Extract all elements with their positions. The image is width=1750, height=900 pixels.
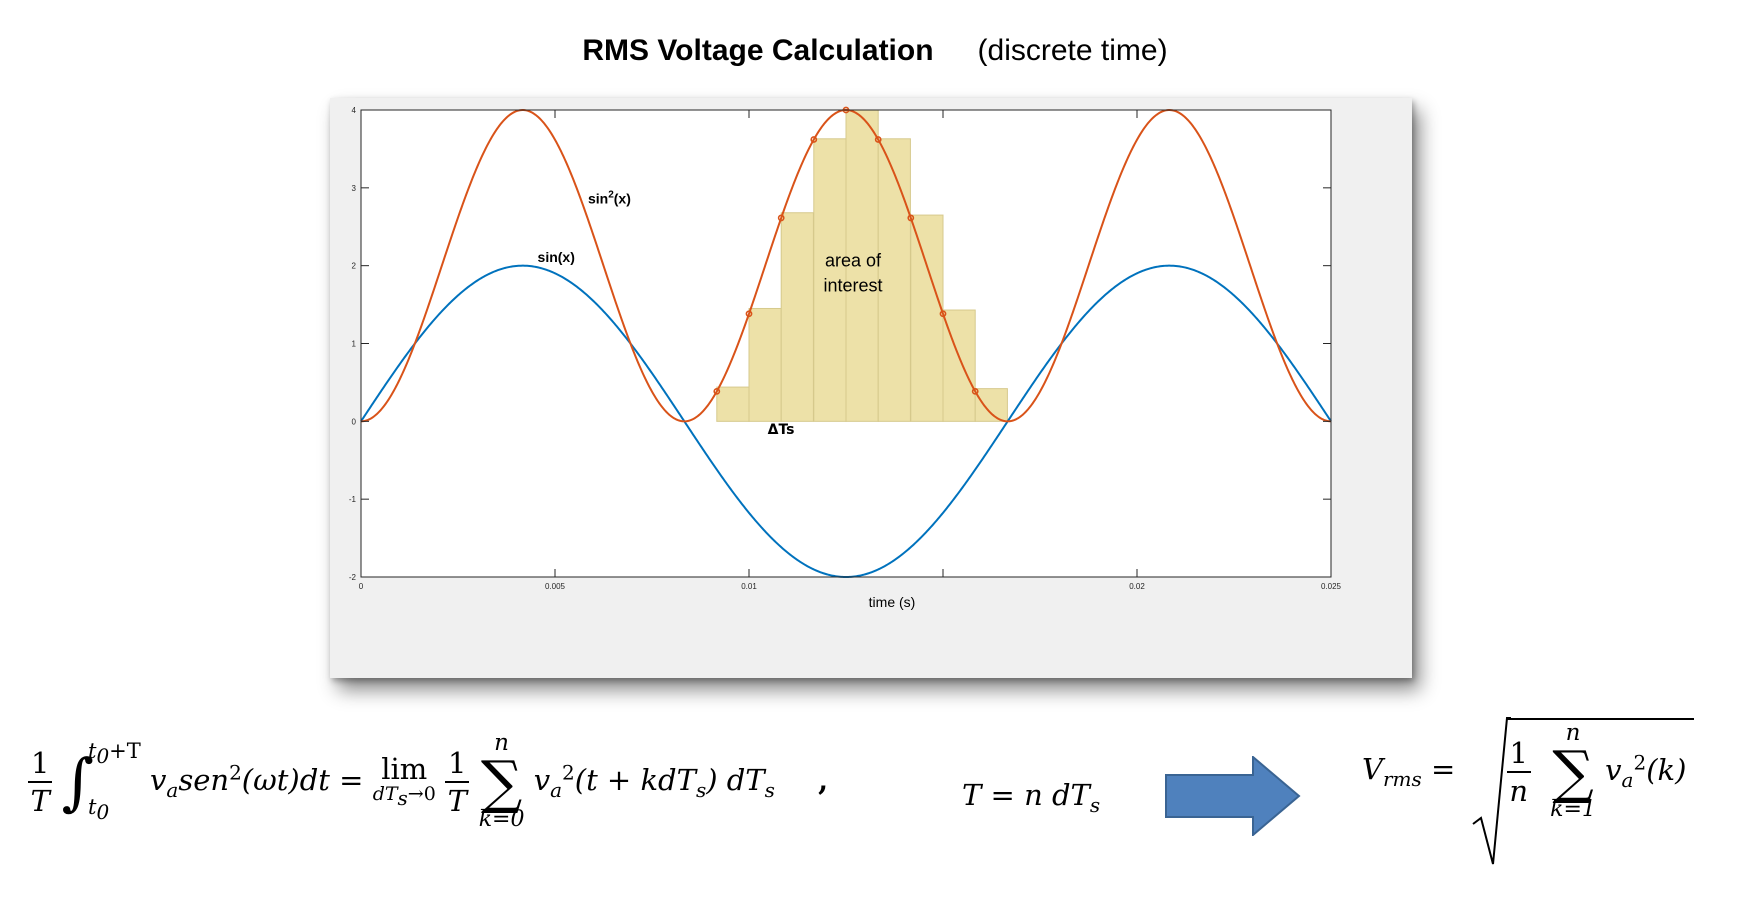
annotation-sin2: sin2(x)	[588, 189, 631, 206]
x-tick-label: 0.02	[1129, 582, 1145, 591]
sample-bar	[780, 212, 814, 422]
y-tick-label: 0	[352, 417, 357, 426]
x-tick-label: 0.01	[741, 582, 757, 591]
sample-point	[777, 214, 785, 222]
y-tick-label: 1	[352, 340, 357, 349]
equation-comma: ,	[818, 762, 829, 797]
integral-upper-limit: t0+T	[87, 739, 141, 769]
integrand: vasen2(ωt)dt =	[150, 759, 364, 802]
title-main: RMS Voltage Calculation	[582, 34, 934, 67]
summation-k1: n ∑ k=1	[1550, 720, 1596, 822]
y-tick-label: -1	[349, 495, 357, 504]
sample-bar	[974, 388, 1008, 422]
sample-point	[971, 387, 979, 395]
chart-svg: 0 0.005 0.01 0.02 0.025 -2 -1 0 1 2 3 4 time (s) sin2…	[349, 106, 1342, 610]
y-tick-label: 4	[352, 106, 357, 115]
sample-bar	[877, 138, 911, 422]
integral-lower-limit: t0	[87, 794, 110, 824]
y-tick-label: 2	[352, 262, 357, 271]
sample-bar	[748, 307, 782, 422]
sample-point	[745, 310, 753, 318]
annotation-sin: sin(x)	[538, 249, 575, 265]
x-axis-label: time (s)	[869, 594, 916, 610]
page-title: RMS Voltage Calculation (discrete time)	[0, 34, 1750, 68]
right-arrow-icon	[1165, 756, 1301, 836]
vrms-lhs: Vrms =	[1362, 752, 1456, 791]
vrms-term: va2(k)	[1605, 749, 1687, 792]
sample-bar	[813, 138, 847, 422]
summation-k0: n ∑ k=0	[478, 730, 525, 832]
sample-point	[939, 310, 947, 318]
sample-point	[810, 136, 818, 143]
annotation-interest: interest	[823, 275, 882, 295]
sample-bar	[716, 386, 750, 422]
sample-point	[874, 136, 882, 143]
integral-sign: ∫	[61, 745, 94, 818]
annotation-delta-ts: ΔTs	[768, 422, 795, 438]
sample-point	[907, 214, 915, 222]
limit-operator: lim dTs→0	[372, 752, 436, 810]
sample-point	[713, 387, 721, 395]
x-tick-label: 0.005	[545, 582, 566, 591]
period-equation: T = n dTs	[962, 778, 1101, 817]
y-tick-label: -2	[349, 573, 357, 582]
y-tick-label: 3	[352, 184, 357, 193]
title-subtitle: (discrete time)	[977, 34, 1168, 67]
sample-bar	[910, 214, 944, 422]
x-tick-label: 0.025	[1321, 582, 1342, 591]
summation-term: va2(t + kdTs) dTs	[533, 759, 775, 802]
x-tick-label: 0	[359, 582, 364, 591]
plot-figure: 0 0.005 0.01 0.02 0.025 -2 -1 0 1 2 3 4 time (s) sin2…	[330, 98, 1412, 678]
integral-limits: t0+T t0	[87, 739, 141, 824]
annotation-area-of: area of	[825, 250, 882, 270]
